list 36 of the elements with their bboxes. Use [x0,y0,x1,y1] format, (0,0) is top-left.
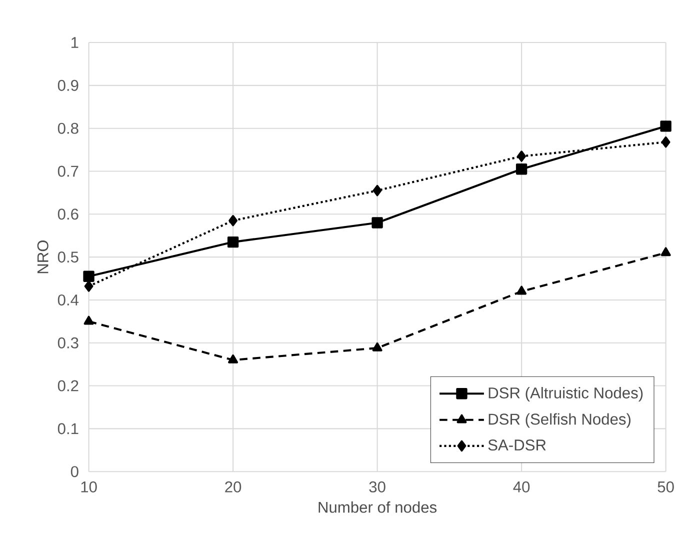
point [516,286,527,295]
point [228,354,238,364]
point [372,217,383,228]
y-tick-label: 0.7 [58,166,78,177]
y-tick-label: 0.2 [58,380,78,392]
y-tick-label: 0 [70,466,78,478]
point [84,316,94,325]
point [516,164,528,175]
y-tick-label: 0.9 [58,80,78,92]
point [84,280,94,292]
y-tick-label: 0.1 [58,423,78,434]
x-tick-label: 10 [81,482,97,493]
point [372,342,382,352]
legend-label: DSR (Selfish Nodes) [488,413,630,428]
y-tick-label: 0.8 [58,122,78,134]
x-axis-title: Number of nodes [318,502,437,513]
legend-label: DSR (Altruistic Nodes) [488,387,643,402]
point [660,247,671,256]
point [660,120,672,132]
point [661,136,670,148]
y-tick-label: 0.5 [58,252,78,263]
point [372,185,382,196]
point [227,236,239,248]
y-tick-label: 0.6 [58,208,78,220]
point [517,150,526,162]
x-tick-label: 40 [513,482,530,493]
point [228,215,238,226]
x-tick-label: 30 [369,482,386,493]
x-tick-label: 20 [225,482,242,493]
legend-label: SA-DSR [488,440,546,451]
y-tick-label: 0.3 [58,338,78,349]
point [83,270,94,282]
x-tick-label: 50 [658,482,674,493]
y-tick-label: 1 [71,37,78,48]
y-axis-title: NRO [37,240,48,274]
y-tick-label: 0.4 [58,294,79,306]
